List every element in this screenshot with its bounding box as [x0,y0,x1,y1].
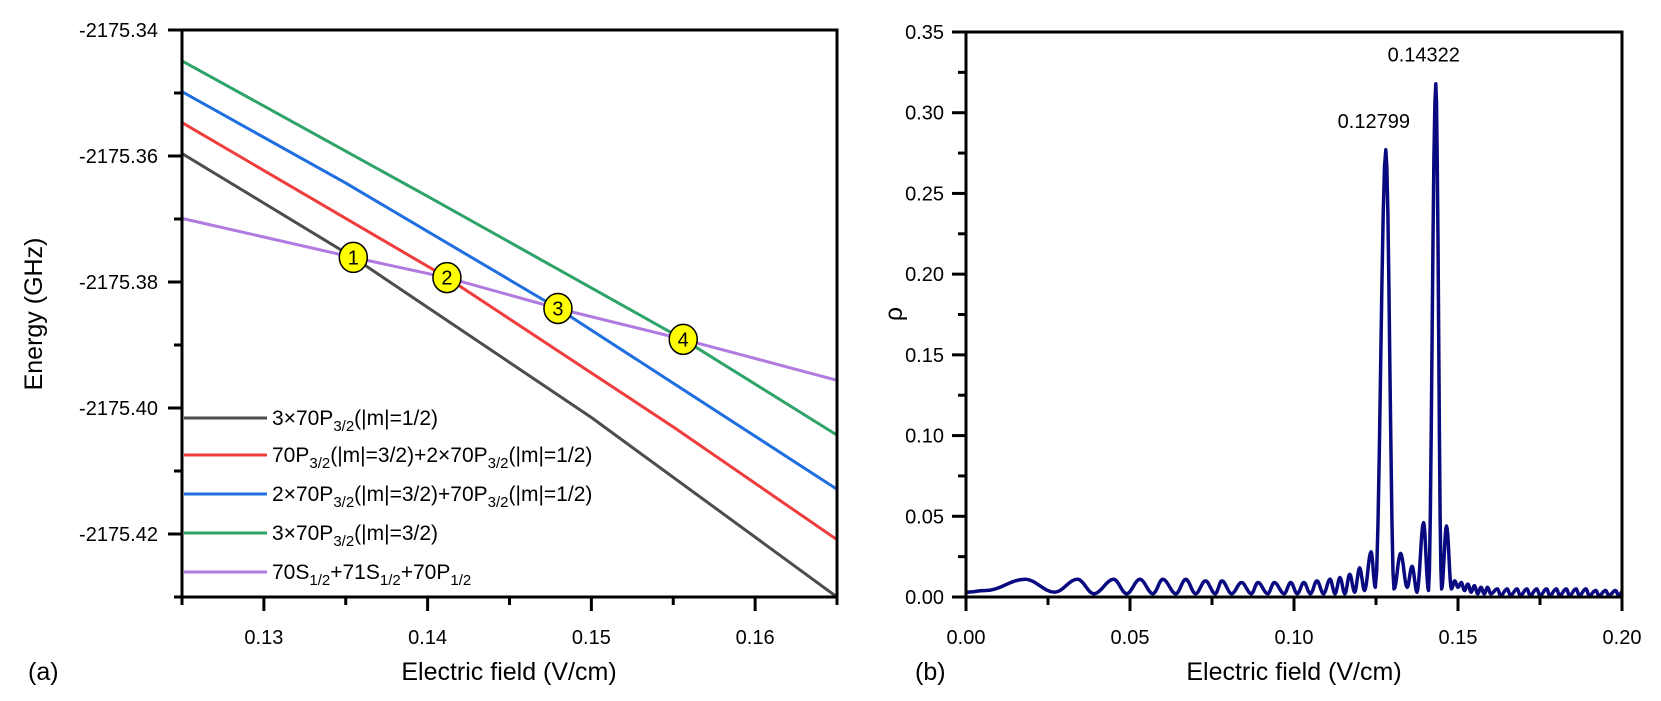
y-tick-label: 0.00 [905,587,944,609]
peak-label-2: 0.14322 [1388,45,1460,67]
panel-b-y-axis-title: ρ [880,307,908,321]
legend-entry-4: 3×70P3/2(|m|=3/2) [272,522,438,550]
y-tick-label: 0.35 [905,22,944,44]
x-tick-label: 0.20 [1603,627,1642,649]
panel-a-x-axis-title: Electric field (V/cm) [401,658,616,686]
y-tick-label: -2175.42 [79,524,158,546]
panel-a-y-axis-title: Energy (GHz) [20,238,48,391]
y-tick-label: -2175.36 [79,146,158,168]
crossing-marker-2 [432,261,462,294]
series-group [182,59,837,597]
legend-entry-1: 3×70P3/2(|m|=1/2) [272,407,438,435]
y-tick-label: 0.25 [905,183,944,205]
peak-label-1: 0.12799 [1338,111,1410,133]
series-line-2 [182,121,837,541]
panel-b-x-axis-title: Electric field (V/cm) [1186,658,1401,686]
crossing-marker-1 [338,241,369,274]
panel-b-label: (b) [915,658,946,686]
crossing-label-2: 2 [441,268,452,290]
y-tick-label: -2175.34 [79,20,158,42]
x-tick-label: 0.00 [947,627,986,649]
legend-entry-3: 2×70P3/2(|m|=3/2)+70P3/2(|m|=1/2) [272,483,592,511]
x-tick-label: 0.16 [736,627,775,649]
crossing-label-4: 4 [678,329,689,351]
x-tick-label: 0.15 [572,627,611,649]
y-tick-label: 0.10 [905,426,944,448]
series-line-4 [182,59,837,437]
x-tick-label: 0.05 [1111,627,1150,649]
plot-frame [964,30,1624,599]
x-tick-label: 0.14 [408,627,447,649]
crossing-marker-4 [668,323,698,356]
x-tick-label: 0.15 [1439,627,1478,649]
panel-a-label: (a) [28,658,59,686]
legend-entry-5: 70S1/2+71S1/2+70P1/2 [272,561,471,589]
y-tick-label: -2175.38 [79,272,158,294]
series-line-1 [182,152,837,597]
crossing-label-3: 3 [552,298,563,320]
x-tick-label: 0.10 [1275,627,1314,649]
y-tick-label: 0.30 [905,103,944,125]
crossing-label-1: 1 [348,247,359,269]
y-tick-label: 0.20 [905,264,944,286]
legend-entry-2: 70P3/2(|m|=3/2)+2×70P3/2(|m|=1/2) [272,444,592,472]
crossing-marker-3 [543,292,573,325]
y-tick-label: -2175.40 [79,398,158,420]
x-tick-label: 0.13 [244,627,283,649]
series-line-3 [182,90,837,491]
panel-b-rho-chart: (b) Electric field (V/cm) ρ 0.12799 0.143… [880,22,1641,686]
series-line-5 [182,216,837,382]
panel-a-energy-chart: (a) Electric field (V/cm) Energy (GHz) 1… [20,20,839,686]
y-tick-label: 0.15 [905,345,944,367]
y-tick-label: 0.05 [905,506,944,528]
rho-curve [965,81,1624,598]
